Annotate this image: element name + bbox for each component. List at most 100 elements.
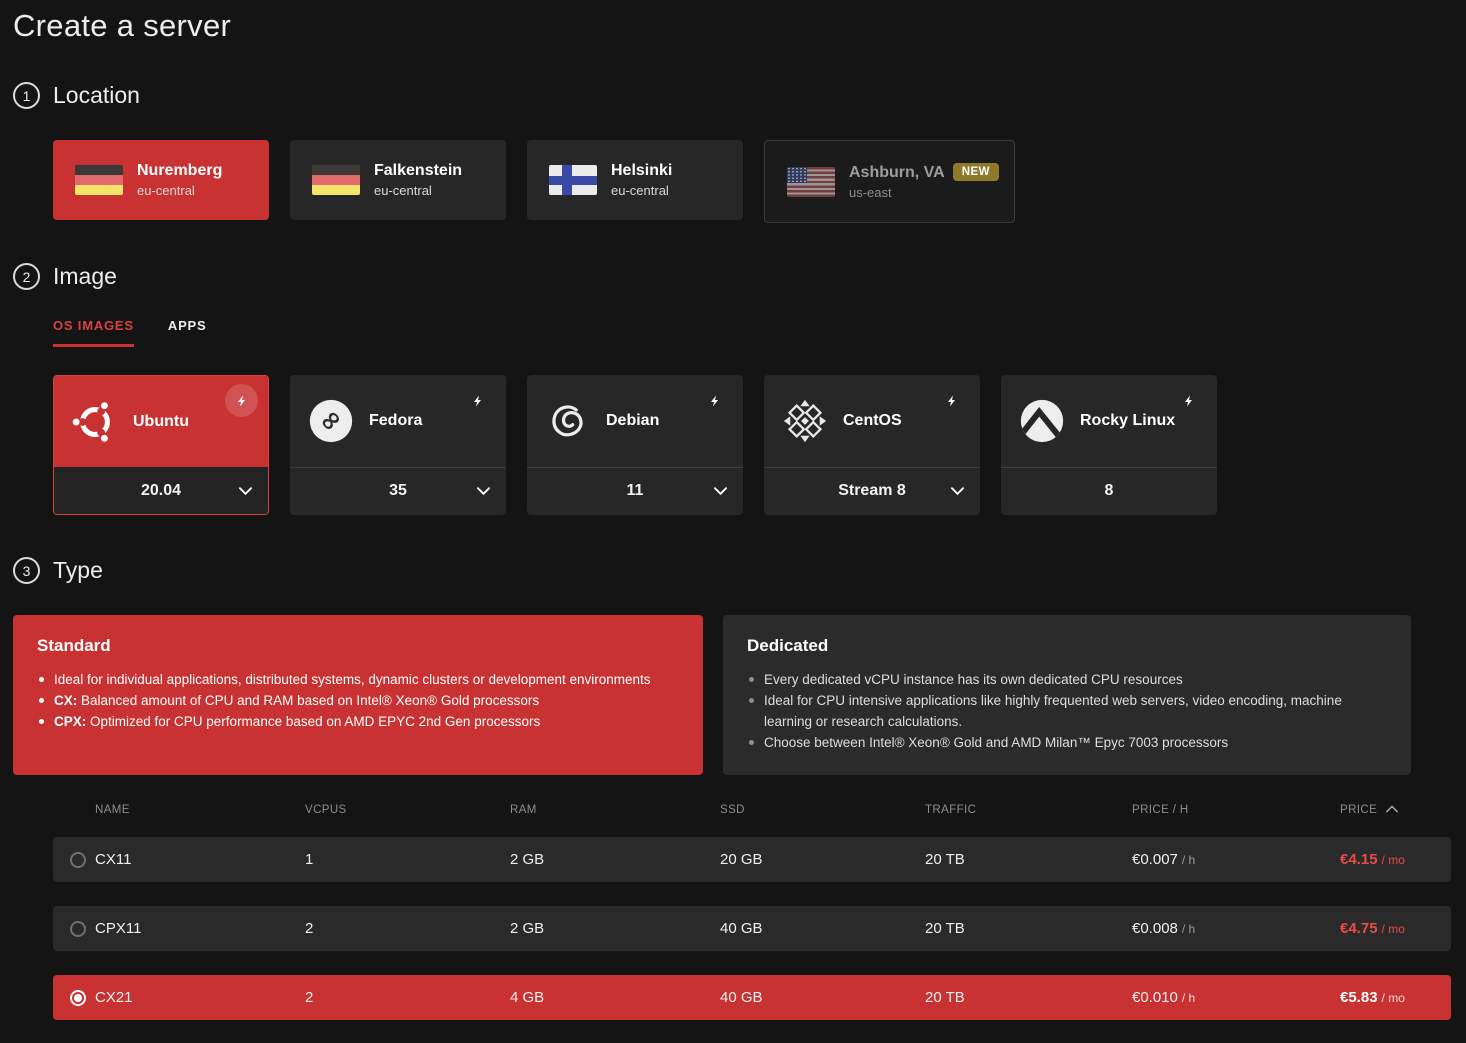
tab-apps[interactable]: APPS xyxy=(167,318,207,333)
step-location-header: 1 Location xyxy=(13,82,1451,109)
plan-ram: 2 GB xyxy=(510,851,545,868)
os-version-select[interactable]: 8 xyxy=(1001,467,1217,514)
type-bullet-list: Ideal for individual applications, distr… xyxy=(37,669,679,732)
type-bullet: Choose between Intel® Xeon® Gold and AMD… xyxy=(747,732,1387,753)
plan-name: CPX11 xyxy=(95,920,142,937)
os-version-select[interactable]: 11 xyxy=(527,467,743,514)
col-header-price-sort[interactable]: PRICE xyxy=(1340,804,1451,816)
location-card-falkenstein[interactable]: Falkenstein eu-central xyxy=(290,140,506,220)
plan-ram: 2 GB xyxy=(510,920,545,937)
type-bullet: Ideal for CPU intensive applications lik… xyxy=(747,690,1387,732)
os-name: Rocky Linux xyxy=(1080,412,1176,429)
step-1-circle: 1 xyxy=(13,82,40,109)
type-bullet-list: Every dedicated vCPU instance has its ow… xyxy=(747,669,1387,753)
os-version-value: 11 xyxy=(626,482,644,499)
type-card-dedicated[interactable]: Dedicated Every dedicated vCPU instance … xyxy=(723,615,1411,775)
plan-ssd: 40 GB xyxy=(720,920,763,937)
os-name: Debian xyxy=(606,412,660,429)
plan-vcpus: 2 xyxy=(305,989,314,1006)
plan-ssd: 20 GB xyxy=(720,851,763,868)
location-card-nuremberg[interactable]: Nuremberg eu-central xyxy=(53,140,269,220)
debian-logo-icon xyxy=(552,405,583,437)
plan-vcpus: 2 xyxy=(305,920,314,937)
step-2-circle: 2 xyxy=(13,263,40,290)
server-plans-table: NAME VCPUS RAM SSD TRAFFIC PRICE / H PRI… xyxy=(53,793,1451,1020)
plan-vcpus: 1 xyxy=(305,851,314,868)
plan-name: CX21 xyxy=(95,989,133,1006)
radio-button[interactable] xyxy=(70,920,86,937)
finland-flag-icon xyxy=(549,165,597,195)
location-card-ashburn[interactable]: Ashburn, VA NEW us-east xyxy=(764,140,1015,223)
sort-asc-icon xyxy=(1386,804,1399,816)
radio-button[interactable] xyxy=(70,851,86,868)
type-bullet: CPX: Optimized for CPU performance based… xyxy=(37,711,679,732)
plan-ram: 4 GB xyxy=(510,989,545,1006)
type-bullet: Ideal for individual applications, distr… xyxy=(37,669,679,690)
type-title: Dedicated xyxy=(747,636,829,655)
step-1-label: Location xyxy=(53,82,140,108)
location-city: Nuremberg xyxy=(137,162,223,179)
os-version-select[interactable]: Stream 8 xyxy=(764,467,980,514)
type-card-standard[interactable]: Standard Ideal for individual applicatio… xyxy=(13,615,703,775)
os-version-value: 8 xyxy=(1104,482,1114,499)
col-header-vcpus: VCPUS xyxy=(305,804,347,816)
plan-name: CX11 xyxy=(95,851,132,868)
table-header-row: NAME VCPUS RAM SSD TRAFFIC PRICE / H PRI… xyxy=(53,793,1451,827)
type-title: Standard xyxy=(37,636,111,655)
os-version-value: Stream 8 xyxy=(838,482,906,499)
os-card-centos[interactable]: CentOS Stream 8 xyxy=(764,375,980,515)
plan-row-cx21[interactable]: CX21 2 4 GB 40 GB 20 TB €0.010/ h €5.83/… xyxy=(53,975,1451,1020)
radio-button-selected[interactable] xyxy=(70,989,86,1006)
os-name: Fedora xyxy=(369,412,423,429)
os-name: Ubuntu xyxy=(133,412,189,430)
location-region: eu-central xyxy=(374,183,432,198)
plan-traffic: 20 TB xyxy=(925,920,965,937)
ubuntu-logo-icon xyxy=(72,401,110,442)
plan-price-monthly: €4.75/ mo xyxy=(1340,920,1405,937)
os-name: CentOS xyxy=(843,412,902,429)
image-tabs: OS IMAGES APPS xyxy=(53,318,1451,347)
os-version-select[interactable]: 20.04 xyxy=(54,467,268,514)
os-image-cards: Ubuntu 20.04 ∞ Fedora xyxy=(53,375,1451,515)
col-header-ram: RAM xyxy=(510,804,537,816)
os-card-ubuntu[interactable]: Ubuntu 20.04 xyxy=(53,375,269,515)
germany-flag-icon xyxy=(312,165,360,195)
os-card-debian[interactable]: Debian 11 xyxy=(527,375,743,515)
os-card-fedora[interactable]: ∞ Fedora 35 xyxy=(290,375,506,515)
location-region: eu-central xyxy=(137,183,195,198)
plan-price-hourly: €0.008/ h xyxy=(1132,920,1196,937)
step-2-label: Image xyxy=(53,263,117,289)
location-city: Helsinki xyxy=(611,162,673,179)
step-type-header: 3 Type xyxy=(13,557,1451,584)
lightning-icon xyxy=(700,386,730,416)
tab-os-images[interactable]: OS IMAGES xyxy=(53,318,134,347)
chevron-down-icon xyxy=(951,487,964,495)
location-region: us-east xyxy=(849,185,892,200)
us-flag-icon xyxy=(787,166,835,197)
plan-price-monthly: €4.15/ mo xyxy=(1340,851,1405,868)
fedora-logo-icon: ∞ xyxy=(309,399,353,443)
os-version-value: 20.04 xyxy=(140,481,182,499)
plan-traffic: 20 TB xyxy=(925,989,965,1006)
location-cards: Nuremberg eu-central Falkenstein eu-cent… xyxy=(53,140,1451,223)
col-header-ssd: SSD xyxy=(720,804,745,816)
chevron-down-icon xyxy=(714,487,727,495)
lightning-icon xyxy=(225,384,258,417)
centos-logo-icon xyxy=(783,399,827,443)
plan-price-monthly: €5.83/ mo xyxy=(1340,989,1405,1006)
location-city: Falkenstein xyxy=(374,162,463,179)
os-card-rocky-linux[interactable]: Rocky Linux 8 xyxy=(1001,375,1217,515)
rocky-linux-logo-icon xyxy=(1020,399,1064,443)
col-header-name: NAME xyxy=(95,804,130,816)
new-badge: NEW xyxy=(952,163,1000,181)
col-header-price-h: PRICE / H xyxy=(1132,804,1189,816)
plan-row-cpx11[interactable]: CPX11 2 2 GB 40 GB 20 TB €0.008/ h €4.75… xyxy=(53,906,1451,951)
step-3-label: Type xyxy=(53,557,103,583)
lightning-icon xyxy=(1174,386,1204,416)
plan-row-cx11[interactable]: CX11 1 2 GB 20 GB 20 TB €0.007/ h €4.15/… xyxy=(53,837,1451,882)
plan-price-hourly: €0.010/ h xyxy=(1132,989,1196,1006)
plan-traffic: 20 TB xyxy=(925,851,965,868)
type-bullet: Every dedicated vCPU instance has its ow… xyxy=(747,669,1387,690)
location-card-helsinki[interactable]: Helsinki eu-central xyxy=(527,140,743,220)
os-version-select[interactable]: 35 xyxy=(290,467,506,514)
